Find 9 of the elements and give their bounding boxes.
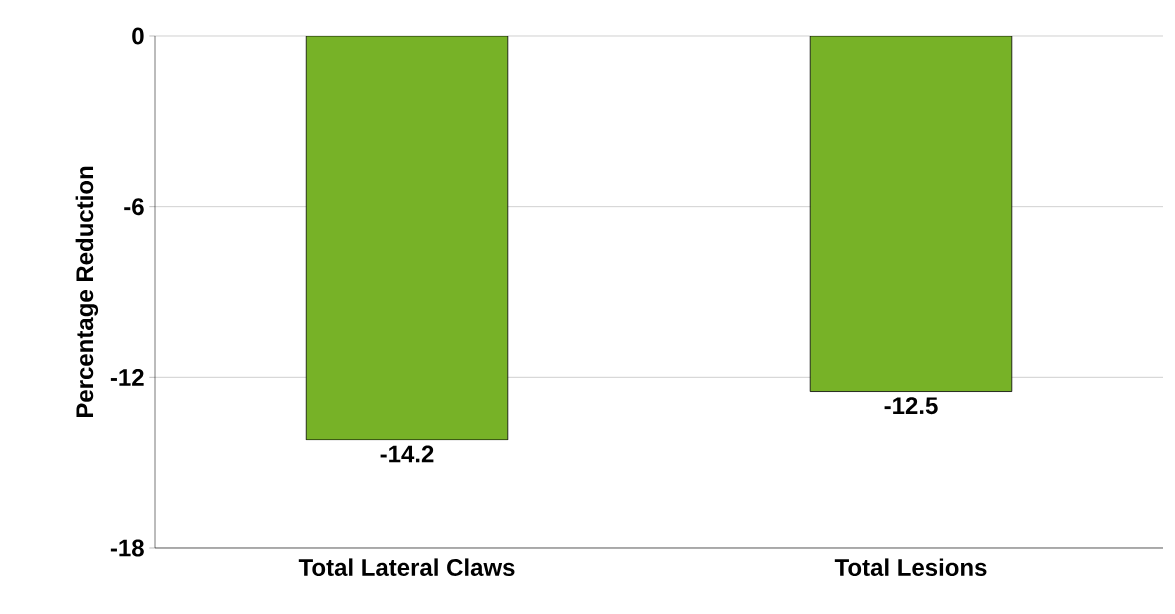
y-tick-label: -12 bbox=[110, 368, 144, 386]
y-tick-label: -6 bbox=[124, 198, 144, 216]
data-label: -12.5 bbox=[884, 397, 938, 415]
x-tick-label: Total Lateral Claws bbox=[298, 558, 515, 577]
x-tick-label: Total Lesions bbox=[834, 558, 987, 577]
data-label: -14.2 bbox=[380, 445, 434, 463]
y-tick-label: 0 bbox=[132, 27, 144, 45]
y-axis-title: Percentage Reduction bbox=[75, 166, 99, 418]
y-tick-label: -18 bbox=[110, 539, 144, 557]
